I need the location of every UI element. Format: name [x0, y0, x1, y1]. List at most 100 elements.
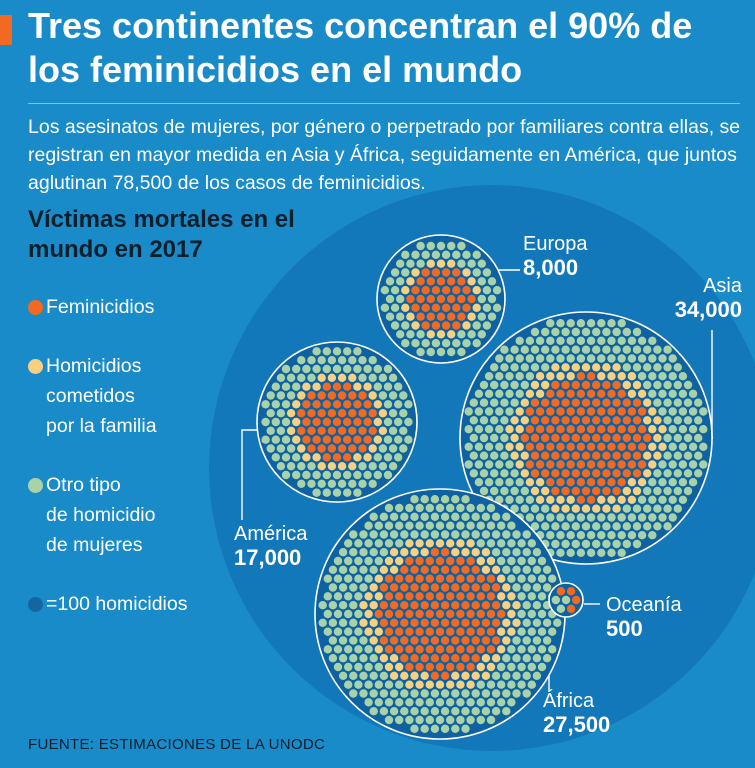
- unit-dot: [404, 400, 413, 409]
- unit-dot: [537, 592, 547, 601]
- unit-dot: [390, 286, 400, 295]
- unit-dot: [389, 654, 399, 663]
- unit-dot: [389, 512, 399, 521]
- unit-dot: [495, 460, 504, 469]
- unit-dot: [541, 398, 550, 407]
- unit-dot: [653, 469, 662, 478]
- unit-dot: [507, 609, 516, 619]
- unit-dot: [440, 636, 450, 645]
- leader-line: [241, 429, 257, 520]
- unit-dot: [338, 636, 348, 645]
- unit-dot: [490, 451, 499, 460]
- unit-dot: [607, 407, 616, 416]
- unit-dot: [353, 347, 362, 356]
- unit-dot: [515, 372, 524, 381]
- unit-dot: [359, 548, 368, 557]
- unit-dot: [622, 451, 631, 460]
- unit-dot: [612, 504, 621, 513]
- unit-dot: [566, 548, 575, 557]
- unit-dot: [566, 478, 575, 487]
- unit-dot: [415, 574, 424, 583]
- unit-dot: [359, 671, 368, 680]
- unit-dot: [369, 583, 378, 592]
- unit-dot: [344, 609, 353, 619]
- unit-dot: [410, 548, 419, 557]
- unit-dot: [464, 407, 473, 416]
- unit-dot: [566, 336, 575, 345]
- unit-dot: [527, 592, 536, 601]
- unit-dot: [327, 444, 337, 453]
- unit-dot: [461, 618, 470, 627]
- unit-dot: [622, 416, 631, 425]
- unit-dot: [456, 574, 465, 583]
- unit-dot: [648, 389, 657, 398]
- unit-dot: [384, 592, 394, 601]
- unit-dot: [452, 268, 461, 277]
- unit-dot: [467, 330, 476, 339]
- unit-dot: [378, 462, 388, 471]
- unit-dot: [410, 671, 419, 680]
- unit-dot: [556, 513, 565, 522]
- unit-dot: [344, 556, 353, 566]
- unit-dot: [492, 286, 502, 295]
- unit-dot: [348, 462, 357, 471]
- unit-dot: [607, 495, 616, 504]
- unit-dot: [302, 470, 311, 480]
- unit-dot: [486, 556, 496, 566]
- unit-dot: [363, 382, 372, 391]
- unit-dot: [627, 478, 637, 487]
- unit-dot: [343, 435, 352, 444]
- unit-dot: [527, 539, 536, 548]
- unit-dot: [515, 478, 524, 487]
- unit-dot: [653, 345, 662, 354]
- unit-dot: [622, 345, 631, 354]
- unit-dot: [441, 268, 451, 277]
- unit-dot: [451, 583, 460, 592]
- unit-dot: [484, 372, 494, 381]
- unit-dot: [302, 364, 311, 374]
- unit-dot: [297, 391, 306, 400]
- unit-dot: [415, 645, 424, 654]
- unit-dot: [332, 400, 342, 409]
- unit-dot: [353, 400, 362, 409]
- unit-dot: [597, 513, 606, 522]
- unit-dot: [456, 645, 465, 654]
- unit-dot: [561, 345, 570, 354]
- unit-dot: [566, 372, 575, 381]
- unit-dot: [266, 409, 275, 418]
- unit-dot: [384, 609, 394, 619]
- unit-dot: [500, 380, 509, 390]
- unit-dot: [561, 539, 570, 549]
- unit-dot: [416, 330, 425, 339]
- unit-dot: [566, 319, 575, 328]
- unit-dot: [653, 486, 662, 496]
- unit-dot: [581, 504, 591, 513]
- unit-dot: [369, 654, 378, 663]
- unit-dot: [581, 522, 591, 531]
- unit-dot: [461, 565, 470, 574]
- unit-dot: [323, 645, 332, 654]
- unit-dot: [673, 504, 682, 513]
- unit-dot: [481, 530, 491, 539]
- unit-dot: [491, 618, 501, 627]
- unit-dot: [495, 372, 504, 381]
- unit-dot: [612, 486, 621, 496]
- unit-dot: [658, 425, 667, 434]
- unit-dot: [556, 478, 565, 487]
- unit-dot: [435, 592, 445, 601]
- unit-dot: [400, 707, 409, 716]
- unit-dot: [323, 609, 332, 619]
- unit-dot: [472, 339, 481, 348]
- unit-dot: [276, 391, 286, 400]
- unit-dot: [542, 618, 552, 627]
- unit-dot: [368, 409, 377, 418]
- unit-dot: [622, 433, 631, 443]
- unit-dot: [502, 583, 511, 592]
- unit-dot: [420, 583, 429, 592]
- unit-dot: [456, 627, 465, 636]
- unit-dot: [354, 662, 363, 672]
- unit-dot: [406, 277, 415, 286]
- unit-dot: [541, 451, 550, 460]
- unit-dot: [527, 574, 536, 583]
